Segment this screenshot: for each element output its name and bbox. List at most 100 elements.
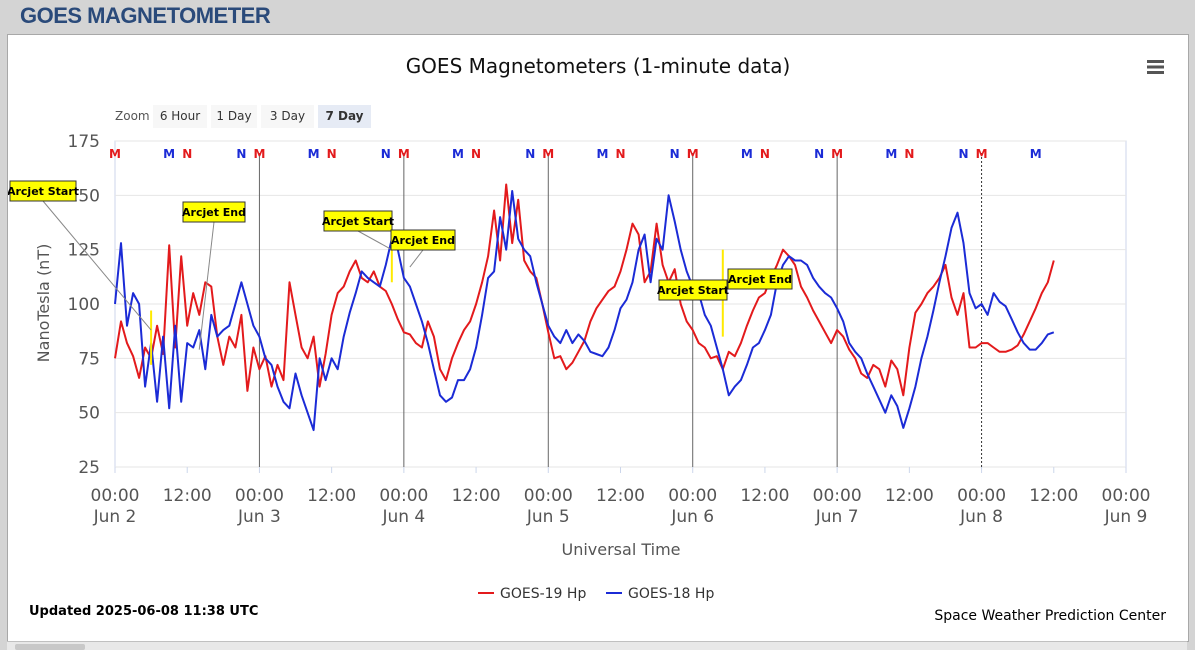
annotation-callout: Arcjet Start (7, 180, 152, 331)
zoom-button-1-day[interactable]: 1 Day (211, 105, 257, 128)
x-tick-date: Jun 2 (93, 507, 137, 527)
annotation-callout: Arcjet End (727, 268, 793, 290)
satellite-marker: M (542, 147, 554, 161)
x-tick-time: 00:00 (235, 486, 284, 506)
x-tick-date: Jun 4 (381, 507, 425, 527)
satellite-marker: N (236, 147, 246, 161)
satellite-marker: N (958, 147, 968, 161)
page-title: GOES MAGNETOMETER (20, 3, 271, 28)
legend-label: GOES-18 Hp (628, 586, 714, 602)
satellite-marker: M (163, 147, 175, 161)
annotation-callout: Arcjet Start (657, 279, 729, 301)
callout-connector (42, 200, 152, 331)
x-axis-title: Universal Time (561, 540, 680, 559)
x-tick-time: 00:00 (957, 486, 1006, 506)
x-tick-date: Jun 9 (1104, 507, 1148, 527)
satellite-marker: N (471, 147, 481, 161)
x-tick-time: 00:00 (668, 486, 717, 506)
annotation-callout: Arcjet End (182, 201, 246, 350)
chart-panel: GOES Magnetometers (1-minute data) Zoom … (7, 34, 1189, 642)
horizontal-scrollbar[interactable] (7, 641, 1187, 650)
legend-item[interactable]: GOES-18 Hp (606, 586, 714, 602)
magnetometer-chart: GOES Magnetometers (1-minute data) Zoom … (7, 54, 1166, 624)
x-tick-time: 12:00 (596, 486, 645, 506)
callout-box (9, 180, 77, 202)
x-tick-time: 00:00 (379, 486, 428, 506)
x-tick-date: Jun 8 (959, 507, 1003, 527)
series-line-goes-19-hp (114, 183, 1055, 397)
satellite-marker: M (398, 147, 410, 161)
satellite-marker: M (596, 147, 608, 161)
x-tick-time: 12:00 (885, 486, 934, 506)
satellite-marker: M (687, 147, 699, 161)
satellite-marker: M (308, 147, 320, 161)
zoom-button-label: 3 Day (270, 109, 305, 123)
zoom-button-label: 7 Day (325, 109, 363, 123)
hamburger-menu-icon[interactable] (1147, 60, 1164, 74)
satellite-marker: M (1030, 147, 1042, 161)
callout-box (323, 210, 393, 232)
x-tick-date: Jun 5 (526, 507, 570, 527)
x-tick-time: 12:00 (452, 486, 501, 506)
zoom-button-6-hour[interactable]: 6 Hour (153, 105, 207, 128)
satellite-marker: M (109, 147, 121, 161)
x-tick-time: 12:00 (1029, 486, 1078, 506)
zoom-label: Zoom (115, 109, 150, 123)
x-tick-time: 00:00 (91, 486, 140, 506)
y-tick-label: 125 (68, 241, 100, 261)
zoom-button-7-day[interactable]: 7 Day (318, 105, 371, 128)
annotation-callout: Arcjet End (390, 229, 456, 268)
callout-connector (409, 249, 424, 268)
callout-label: Arcjet Start (8, 185, 79, 198)
callout-label: Arcjet Start (657, 284, 729, 297)
satellite-marker: M (831, 147, 843, 161)
y-tick-label: 50 (78, 404, 100, 424)
x-tick-time: 12:00 (307, 486, 356, 506)
x-tick-time: 12:00 (163, 486, 212, 506)
legend: GOES-19 Hp GOES-18 Hp (478, 586, 714, 602)
x-tick-date: Jun 6 (670, 507, 714, 527)
satellite-marker: N (760, 147, 770, 161)
satellite-marker: N (381, 147, 391, 161)
legend-item[interactable]: GOES-19 Hp (478, 586, 586, 602)
y-axis-title: NanoTesla (nT) (34, 244, 53, 363)
satellite-marker: M (452, 147, 464, 161)
zoom-button-bg (153, 105, 207, 128)
zoom-button-label: 6 Hour (160, 109, 200, 123)
zoom-button-label: 1 Day (216, 109, 251, 123)
y-tick-label: 175 (68, 132, 100, 152)
satellite-marker: M (885, 147, 897, 161)
callout-connector (357, 230, 393, 251)
satellite-marker: M (253, 147, 265, 161)
satellite-marker: N (525, 147, 535, 161)
zoom-button-bg (318, 105, 371, 128)
callout-box (727, 268, 793, 290)
x-tick-time: 00:00 (813, 486, 862, 506)
x-tick-date: Jun 7 (815, 507, 859, 527)
callout-box (390, 229, 456, 251)
satellite-marker: N (327, 147, 337, 161)
y-tick-label: 100 (68, 295, 100, 315)
satellite-marker: M (976, 147, 988, 161)
satellite-marker: M (741, 147, 753, 161)
callout-label: Arcjet End (391, 234, 455, 247)
y-tick-label: 25 (78, 458, 100, 478)
satellite-marker: N (182, 147, 192, 161)
scrollbar-thumb[interactable] (15, 644, 85, 650)
zoom-button-3-day[interactable]: 3 Day (261, 105, 314, 128)
callout-box (182, 201, 246, 223)
x-tick-time: 12:00 (740, 486, 789, 506)
satellite-marker: N (904, 147, 914, 161)
legend-label: GOES-19 Hp (500, 586, 586, 602)
series-line-goes-18-hp (114, 190, 1055, 432)
satellite-marker: N (615, 147, 625, 161)
zoom-button-bg (211, 105, 257, 128)
callout-label: Arcjet End (728, 273, 792, 286)
x-tick-time: 00:00 (1102, 486, 1151, 506)
x-tick-date: Jun 3 (237, 507, 281, 527)
x-tick-time: 00:00 (524, 486, 573, 506)
y-tick-label: 75 (78, 349, 100, 369)
callout-label: Arcjet End (182, 206, 246, 219)
zoom-button-bg (261, 105, 314, 128)
